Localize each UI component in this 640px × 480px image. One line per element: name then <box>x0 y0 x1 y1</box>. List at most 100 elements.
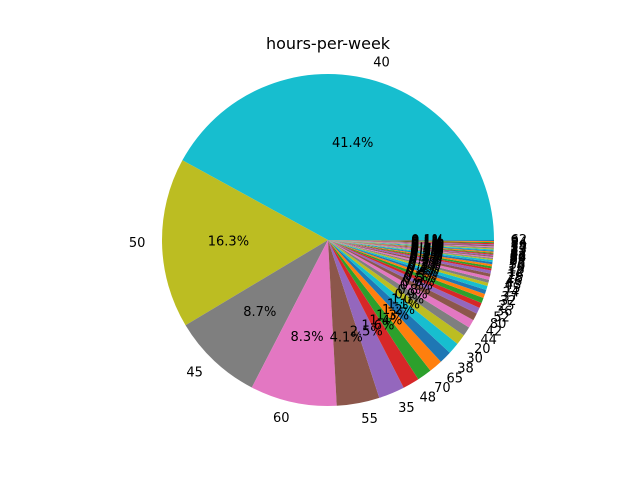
slice-label-45: 45 <box>186 366 203 381</box>
pie-slice-42 <box>328 240 474 328</box>
pct-label-20: 1.0% <box>391 292 424 307</box>
slice-label-40: 40 <box>373 56 390 71</box>
pct-label-42: 0.8% <box>397 283 430 298</box>
slice-label-80: 80 <box>490 317 507 332</box>
slice-label-72: 72 <box>510 249 527 264</box>
pie-slice-55 <box>328 240 380 406</box>
slice-label-70: 70 <box>434 381 451 396</box>
pie-slice-45 <box>185 240 328 388</box>
pct-label-60: 8.3% <box>291 330 324 345</box>
pct-label-30: 1.1% <box>387 298 420 313</box>
pct-label-14: 0.1% <box>411 237 444 252</box>
pie-slice-37 <box>328 240 487 295</box>
pct-label-16: 0.3% <box>409 252 442 267</box>
slice-label-27: 27 <box>510 241 527 256</box>
pct-label-27: 0.1% <box>411 237 444 252</box>
pie-slice-8 <box>328 240 493 261</box>
pct-label-80: 0.7% <box>400 279 433 294</box>
slice-label-44: 44 <box>480 333 497 348</box>
pct-label-5: 0.1% <box>411 241 444 256</box>
pct-label-43: 0.3% <box>408 257 441 272</box>
slice-label-55: 55 <box>361 412 378 427</box>
slice-label-6: 6 <box>509 253 517 268</box>
slice-label-8: 8 <box>509 254 517 269</box>
slice-label-32: 32 <box>500 294 517 309</box>
pct-label-39: 0.1% <box>411 236 444 251</box>
pie-slices <box>161 74 495 407</box>
pct-label-46: 0.3% <box>408 255 441 270</box>
pct-label-33: 0.1% <box>411 238 444 253</box>
pie-slice-48 <box>328 240 419 388</box>
pie-slice-5 <box>328 240 494 255</box>
pie-slice-75 <box>328 240 493 263</box>
slice-label-38: 38 <box>457 362 474 377</box>
percent-labels: 41.4% 16.3% 8.7% 8.3% 4.1%2.5%1.6%1.4%1.3%1.… <box>208 136 444 345</box>
pct-label-50: 16.3% <box>208 234 249 249</box>
slice-label-7: 7 <box>511 238 519 253</box>
slice-label-34: 34 <box>511 235 528 250</box>
slice-label-4: 4 <box>510 246 518 261</box>
slice-label-36: 36 <box>496 304 513 319</box>
pie-slice-25 <box>328 240 484 303</box>
pct-label-24: 0.4% <box>407 261 440 276</box>
pie-slice-46 <box>328 240 490 280</box>
slice-label-9: 9 <box>511 234 519 249</box>
pct-label-70: 1.4% <box>369 314 402 329</box>
pie-slice-33 <box>328 240 494 250</box>
slice-label-46: 46 <box>506 275 523 290</box>
pct-label-38: 1.2% <box>382 303 415 318</box>
pct-label-56: 0.2% <box>410 246 443 261</box>
slice-label-3: 3 <box>510 244 518 259</box>
pie-slice-14 <box>328 240 494 248</box>
pie-slice-30 <box>328 240 458 353</box>
pie-slice-32 <box>328 240 485 299</box>
slice-label-24: 24 <box>503 285 520 300</box>
slice-label-48: 48 <box>419 391 436 406</box>
pct-label-25: 0.5% <box>404 269 437 284</box>
slice-label-5: 5 <box>510 248 518 263</box>
pie-slice-15 <box>328 240 489 286</box>
pie-slice-72 <box>328 240 494 256</box>
slice-label-37: 37 <box>501 290 518 305</box>
slice-label-65: 65 <box>447 371 464 386</box>
pie-slice-36 <box>328 240 482 308</box>
pct-label-84: 0.1% <box>411 242 444 257</box>
pct-label-8: 0.1% <box>410 244 443 259</box>
chart-title: hours-per-week <box>266 34 391 53</box>
pie-slice-80 <box>328 240 477 321</box>
slice-label-50: 50 <box>129 236 146 251</box>
pie-slice-34 <box>328 240 494 244</box>
pct-label-62: 0.1% <box>411 233 444 248</box>
pct-label-99: 0.1% <box>411 243 444 258</box>
pie-slice-84 <box>328 240 494 257</box>
slice-label-39: 39 <box>510 239 527 254</box>
slice-label-75: 75 <box>509 256 526 271</box>
slice-label-42: 42 <box>486 325 503 340</box>
pie-slice-40 <box>182 74 495 240</box>
slice-label-52: 52 <box>493 310 510 325</box>
pie-slice-99 <box>328 240 494 258</box>
pie-slice-7 <box>328 240 494 246</box>
slice-label-10: 10 <box>508 260 525 275</box>
pie-slice-3 <box>328 240 494 251</box>
slice-label-60: 60 <box>273 411 290 426</box>
pie-slice-44 <box>328 240 470 336</box>
pie-slice-62 <box>328 240 494 242</box>
slice-label-12: 12 <box>508 265 525 280</box>
slice-label-33: 33 <box>510 242 527 257</box>
pie-slice-65 <box>328 240 441 371</box>
pie-slice-47 <box>328 240 494 254</box>
slice-label-15: 15 <box>504 281 521 296</box>
pct-label-15: 0.3% <box>407 259 440 274</box>
pie-slice-39 <box>328 240 494 247</box>
slice-label-43: 43 <box>505 278 522 293</box>
pie-slice-24 <box>328 240 488 291</box>
slice-label-30: 30 <box>466 352 483 367</box>
slice-label-84: 84 <box>510 251 527 266</box>
pct-label-47: 0.1% <box>411 240 444 255</box>
pct-label-75: 0.2% <box>410 245 443 260</box>
slice-label-16: 16 <box>507 268 524 283</box>
slice-label-62: 62 <box>511 233 528 248</box>
